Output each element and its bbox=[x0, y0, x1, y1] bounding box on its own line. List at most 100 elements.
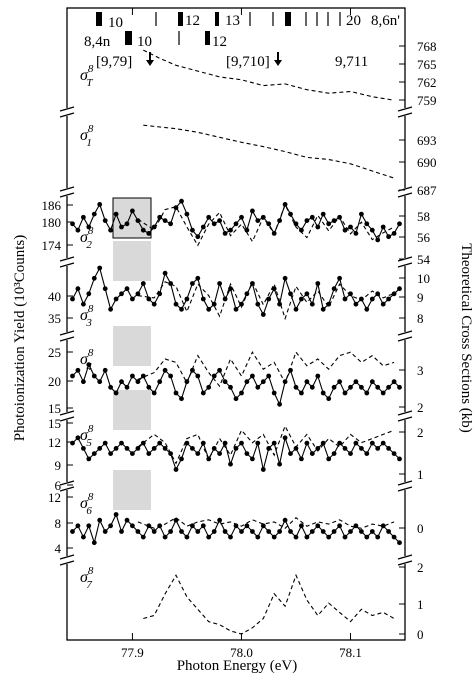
experiment-point bbox=[299, 456, 304, 462]
experiment-point bbox=[228, 461, 233, 467]
experiment-point bbox=[81, 301, 86, 307]
experiment-point bbox=[124, 446, 130, 451]
experiment-point bbox=[315, 373, 321, 379]
axis-break-mark bbox=[59, 186, 75, 192]
experiment-point bbox=[255, 218, 261, 224]
highlight-region bbox=[113, 326, 151, 366]
highlight-region bbox=[113, 241, 151, 281]
right-tick-label: 0 bbox=[417, 627, 424, 642]
experiment-point bbox=[255, 301, 261, 307]
top-row-label-12: 12 bbox=[185, 13, 200, 29]
left-tick-label: 15 bbox=[48, 401, 61, 416]
experiment-point bbox=[157, 379, 163, 385]
left-tick-label: 174 bbox=[42, 238, 62, 253]
experiment-point bbox=[113, 512, 119, 517]
experiment-point bbox=[91, 540, 97, 546]
experiment-point bbox=[348, 529, 353, 534]
experiment-point bbox=[326, 534, 332, 540]
panel-1: σ8 1 693 690 687 bbox=[80, 123, 437, 198]
experiment-point bbox=[342, 446, 348, 451]
experiment-point bbox=[86, 456, 92, 462]
experiment-point bbox=[102, 218, 108, 224]
axis-break-gap bbox=[61, 188, 73, 196]
axis-break-mark bbox=[397, 262, 413, 268]
experiment-point bbox=[211, 221, 217, 227]
experiment-point bbox=[70, 373, 75, 379]
experiment-point bbox=[315, 281, 321, 286]
experiment-point bbox=[162, 218, 168, 224]
experiment-point bbox=[157, 291, 163, 297]
experiment-point bbox=[391, 451, 397, 456]
axis-break-mark bbox=[397, 330, 413, 336]
experiment-point bbox=[277, 301, 282, 307]
experiment-point bbox=[309, 384, 315, 390]
experiment-point bbox=[233, 221, 239, 227]
experiment-point bbox=[211, 529, 217, 534]
right-tick-label: 8 bbox=[417, 311, 424, 326]
experiment-point bbox=[113, 446, 119, 451]
experiment-point bbox=[102, 286, 108, 292]
experiment-point bbox=[119, 291, 124, 297]
theory-curve bbox=[143, 124, 395, 179]
experiment-point bbox=[397, 384, 402, 390]
experiment-point bbox=[380, 523, 386, 529]
experiment-point bbox=[353, 523, 359, 529]
experiment-point bbox=[195, 451, 201, 456]
experiment-point bbox=[81, 534, 86, 540]
experiment-point bbox=[217, 218, 223, 224]
experiment-point bbox=[326, 301, 332, 307]
experiment-point bbox=[304, 291, 310, 297]
experiment-point bbox=[102, 440, 108, 446]
experiment-point bbox=[162, 534, 168, 540]
experiment-point bbox=[342, 534, 348, 540]
experiment-point bbox=[348, 291, 353, 297]
left-tick-label: 12 bbox=[48, 490, 61, 505]
x-tick-label: 78.1 bbox=[339, 645, 362, 660]
experiment-point bbox=[359, 446, 364, 451]
x-axis-title: Photon Energy (eV) bbox=[177, 658, 298, 674]
left-tick-label: 25 bbox=[48, 345, 61, 360]
experiment-point bbox=[97, 517, 103, 523]
experiment-point bbox=[299, 390, 304, 396]
experiment-point bbox=[353, 301, 359, 307]
axis-break-mark bbox=[59, 410, 75, 416]
experiment-point bbox=[124, 221, 130, 227]
right-tick-label: 0 bbox=[417, 521, 424, 536]
experiment-point bbox=[91, 275, 97, 281]
second-row-label-84n: 8,4n bbox=[84, 34, 111, 50]
experiment-point bbox=[244, 227, 250, 233]
left-tick-label: 12 bbox=[48, 435, 61, 450]
experiment-point bbox=[337, 440, 342, 446]
panel-label: σ8 6 bbox=[80, 491, 94, 517]
experiment-point bbox=[244, 291, 250, 297]
experiment-point bbox=[348, 384, 353, 390]
experiment-point bbox=[168, 529, 174, 534]
experiment-point bbox=[228, 286, 233, 292]
axis-break-gap bbox=[399, 332, 411, 340]
experiment-point bbox=[140, 281, 146, 286]
level-bar bbox=[96, 12, 102, 26]
experiment-point bbox=[380, 390, 386, 396]
experiment-point bbox=[179, 198, 184, 204]
experiment-point bbox=[206, 456, 212, 462]
top-row-label-13: 13 bbox=[225, 13, 240, 29]
experiment-point bbox=[288, 529, 293, 534]
experiment-point bbox=[124, 286, 130, 292]
experiment-point bbox=[309, 529, 315, 534]
experiment-point bbox=[369, 227, 375, 233]
plot-frame bbox=[66, 7, 406, 641]
experiment-point bbox=[293, 446, 299, 451]
experiment-point bbox=[97, 265, 103, 271]
experiment-point bbox=[244, 451, 250, 456]
experiment-point bbox=[386, 446, 391, 451]
right-tick-label: 765 bbox=[417, 57, 437, 72]
experiment-point bbox=[206, 306, 212, 312]
experiment-point bbox=[359, 211, 364, 217]
experiment-point bbox=[271, 440, 277, 446]
axis-break-gap bbox=[61, 108, 73, 116]
experiment-point bbox=[233, 446, 239, 451]
threshold-arrowhead bbox=[146, 60, 154, 66]
experiment-point bbox=[97, 202, 103, 207]
experiment-point bbox=[315, 523, 321, 529]
axis-break-mark bbox=[397, 480, 413, 486]
